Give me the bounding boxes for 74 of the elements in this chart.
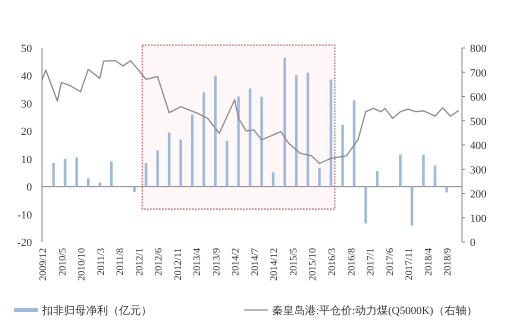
y2-tick-label: 800 — [470, 43, 487, 55]
bar — [237, 96, 240, 187]
bar — [341, 124, 344, 187]
y2-tick-label: 700 — [470, 67, 487, 80]
bar — [295, 75, 298, 187]
bar — [190, 114, 194, 187]
bar — [202, 92, 206, 187]
bar — [445, 186, 448, 192]
bar — [214, 76, 217, 187]
x-tick-label: 2009/12 — [38, 248, 49, 281]
bar — [272, 172, 274, 187]
y2-tick-label: 200 — [470, 188, 487, 200]
x-tick-label: 2012/6 — [154, 248, 165, 276]
bar — [110, 162, 113, 187]
x-tick-label: 2015/10 — [308, 248, 319, 281]
y-tick-label: 40 — [21, 70, 32, 83]
bar — [364, 186, 367, 224]
x-tick-label: 2018/4 — [423, 248, 434, 276]
x-tick-label: 2016/8 — [346, 248, 358, 276]
x-tick-label: 2010/10 — [76, 248, 88, 281]
x-tick-label: 2014/2 — [230, 248, 242, 276]
y2-tick-label: 100 — [470, 212, 487, 225]
y2-tick-label: 500 — [470, 116, 487, 128]
bar — [86, 178, 90, 187]
y-tick-label: 30 — [21, 98, 32, 110]
bar — [168, 132, 170, 187]
x-tick-label: 2016/3 — [326, 248, 338, 276]
x-tick-label: 2012/1 — [134, 248, 146, 276]
y2-tick-label: 400 — [470, 140, 487, 152]
y2-tick-label: 300 — [470, 164, 487, 176]
y-tick-label: -10 — [17, 209, 32, 222]
bar — [98, 182, 102, 187]
y-tick-label: 50 — [21, 43, 32, 55]
y2-tick-label: 0 — [470, 237, 476, 249]
x-tick-label: 2011/3 — [96, 248, 107, 276]
y-tick-label: 20 — [21, 126, 32, 138]
y-tick-label: -20 — [17, 237, 32, 249]
x-tick-label: 2012/11 — [172, 248, 184, 280]
bar — [376, 171, 379, 187]
bar — [260, 96, 263, 187]
x-tick-label: 2017/1 — [366, 248, 377, 276]
x-tick-label: 2017/6 — [384, 248, 396, 276]
bar — [422, 154, 425, 187]
bar — [330, 80, 332, 187]
x-tick-label: 2013/9 — [211, 248, 222, 276]
bar — [156, 150, 159, 187]
bar — [352, 100, 356, 187]
x-tick-label: 2018/9 — [442, 248, 454, 276]
legend-label: 秦皇岛港:平仓价:动力煤(Q5000K)（右轴） — [272, 304, 478, 317]
bar — [144, 163, 148, 187]
x-tick-label: 2017/11 — [404, 248, 416, 280]
bar — [399, 154, 402, 187]
x-tick-label: 2014/12 — [269, 248, 280, 281]
y-tick-label: 10 — [21, 154, 32, 166]
bar — [133, 186, 136, 192]
bar — [52, 163, 55, 187]
bar — [75, 157, 78, 187]
x-tick-label: 2015/5 — [288, 248, 300, 276]
y2-tick-label: 600 — [470, 92, 487, 104]
x-tick-label: 2011/8 — [115, 248, 126, 276]
x-tick-label: 2013/4 — [192, 248, 204, 276]
bar — [248, 88, 252, 187]
x-tick-label: 2010/5 — [57, 248, 68, 276]
bar — [410, 186, 414, 226]
legend-label: 扣非归母净利（亿元） — [41, 304, 152, 317]
bar — [306, 72, 310, 187]
y-tick-label: 0 — [26, 182, 32, 194]
bar — [283, 58, 286, 187]
bar — [64, 158, 66, 187]
bar — [179, 139, 182, 187]
bar — [226, 140, 228, 187]
bar — [318, 168, 321, 187]
bar — [434, 166, 436, 187]
x-tick-label: 2014/7 — [250, 248, 261, 276]
